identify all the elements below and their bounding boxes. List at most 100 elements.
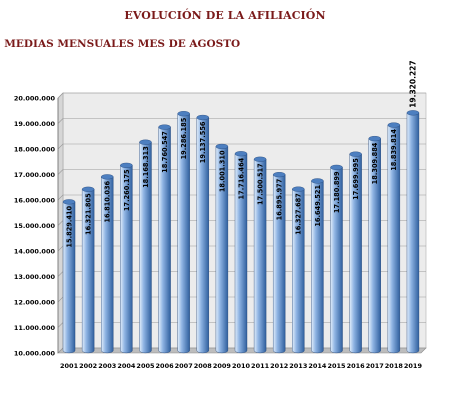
bar — [234, 153, 248, 354]
y-tick-label: 16.000.000 — [14, 196, 56, 204]
x-tick-label: 2005 — [136, 362, 155, 370]
x-tick-label: 2009 — [213, 362, 232, 370]
bar — [215, 146, 229, 354]
y-tick-label: 10.000.000 — [14, 349, 56, 357]
bar — [101, 176, 114, 354]
bar-top — [311, 178, 324, 184]
y-gridline-side — [57, 143, 64, 150]
y-gridline-side — [57, 92, 64, 99]
x-tick-label: 2014 — [308, 362, 327, 370]
data-label: 19.320.227 — [408, 60, 417, 107]
y-tick-label: 11.000.000 — [14, 324, 56, 332]
bar — [62, 201, 76, 354]
y-tick-label: 17.000.000 — [14, 171, 56, 179]
data-label: 16.649.521 — [314, 185, 322, 227]
data-label: 16.810.036 — [104, 180, 112, 222]
data-label: 17.180.899 — [333, 171, 341, 213]
bar — [406, 112, 420, 354]
data-label: 18.760.547 — [161, 131, 169, 173]
y-tick-label: 14.000.000 — [14, 247, 56, 255]
y-gridline-side — [57, 347, 64, 354]
x-tick-label: 2003 — [98, 362, 116, 370]
y-tick-label: 15.000.000 — [14, 222, 56, 230]
y-gridline-side — [57, 322, 64, 328]
x-tick-label: 2013 — [289, 362, 307, 370]
bar-top — [349, 151, 362, 157]
bar-top — [406, 110, 420, 116]
bar-top — [120, 162, 133, 168]
bar-top — [81, 186, 95, 192]
x-tick-label: 2015 — [327, 362, 346, 370]
y-gridline-side — [57, 245, 64, 252]
bar — [387, 124, 401, 354]
bar-top — [387, 122, 401, 128]
x-tick-label: 2019 — [404, 362, 423, 370]
data-label: 15.829.410 — [65, 205, 73, 247]
data-label: 19.286.185 — [180, 117, 188, 159]
bar-top — [368, 135, 381, 142]
data-label: 18.168.313 — [142, 146, 150, 188]
bar-top — [292, 186, 305, 192]
x-tick-label: 2012 — [270, 362, 288, 370]
y-tick-label: 18.000.000 — [14, 145, 56, 153]
x-tick-label: 2017 — [366, 362, 384, 370]
data-label: 16.321.805 — [85, 193, 93, 235]
bar — [330, 167, 343, 354]
bar — [158, 126, 171, 354]
bar-top — [253, 156, 267, 162]
page-subtitle: . MEDIAS MENSUALES MES DE AGOSTO — [0, 38, 241, 50]
x-tick-label: 2008 — [194, 362, 213, 370]
bar — [311, 180, 324, 354]
x-tick-label: 2004 — [117, 362, 136, 370]
bar — [253, 159, 267, 354]
bar-top — [101, 174, 114, 180]
bar — [292, 188, 305, 354]
data-label: 16.895.977 — [276, 178, 284, 220]
page-title: EVOLUCIÓN DE LA AFILIACIÓN — [124, 9, 326, 22]
bar — [349, 153, 362, 354]
bar-top — [273, 172, 286, 178]
x-tick-label: 2018 — [385, 362, 404, 370]
data-label: 17.716.464 — [237, 157, 245, 199]
y-tick-label: 20.000.000 — [14, 94, 56, 102]
data-label: 18.839.814 — [390, 129, 398, 171]
bar — [273, 174, 286, 354]
y-gridline-side — [57, 169, 64, 175]
y-gridline-side — [57, 271, 64, 277]
x-tick-label: 2010 — [232, 362, 251, 370]
y-tick-label: 12.000.000 — [14, 298, 56, 306]
bar — [177, 113, 190, 354]
y-gridline-side — [57, 194, 64, 201]
bar — [368, 138, 381, 354]
data-label: 18.309.884 — [371, 142, 379, 184]
data-label: 17.260.175 — [123, 169, 131, 211]
data-label: 16.327.687 — [295, 193, 303, 235]
bar-top — [234, 151, 248, 157]
data-label: 18.001.310 — [218, 150, 226, 192]
y-gridline-side — [57, 118, 64, 124]
bar — [81, 189, 95, 354]
bar-top — [158, 124, 171, 130]
x-tick-label: 2011 — [251, 362, 270, 370]
x-tick-label: 2007 — [175, 362, 193, 370]
x-tick-label: 2016 — [347, 362, 366, 370]
bar — [120, 165, 133, 354]
data-label: 17.699.995 — [352, 158, 360, 200]
bar — [139, 142, 152, 354]
bar — [196, 117, 209, 354]
y-tick-label: 13.000.000 — [14, 273, 56, 281]
x-tick-label: 2006 — [156, 362, 175, 370]
bar-top — [177, 111, 190, 117]
bar-top — [330, 164, 343, 170]
data-label: 19.137.556 — [199, 121, 207, 163]
y-gridline-side — [57, 296, 64, 303]
x-tick-label: 2002 — [79, 362, 97, 370]
x-tick-label: 2001 — [60, 362, 79, 370]
bar-top — [139, 139, 152, 145]
bar-top — [196, 114, 209, 121]
data-label: 17.500.517 — [257, 163, 265, 205]
bar-top — [215, 143, 229, 150]
bar-top — [62, 199, 76, 205]
y-tick-label: 19.000.000 — [14, 120, 56, 128]
